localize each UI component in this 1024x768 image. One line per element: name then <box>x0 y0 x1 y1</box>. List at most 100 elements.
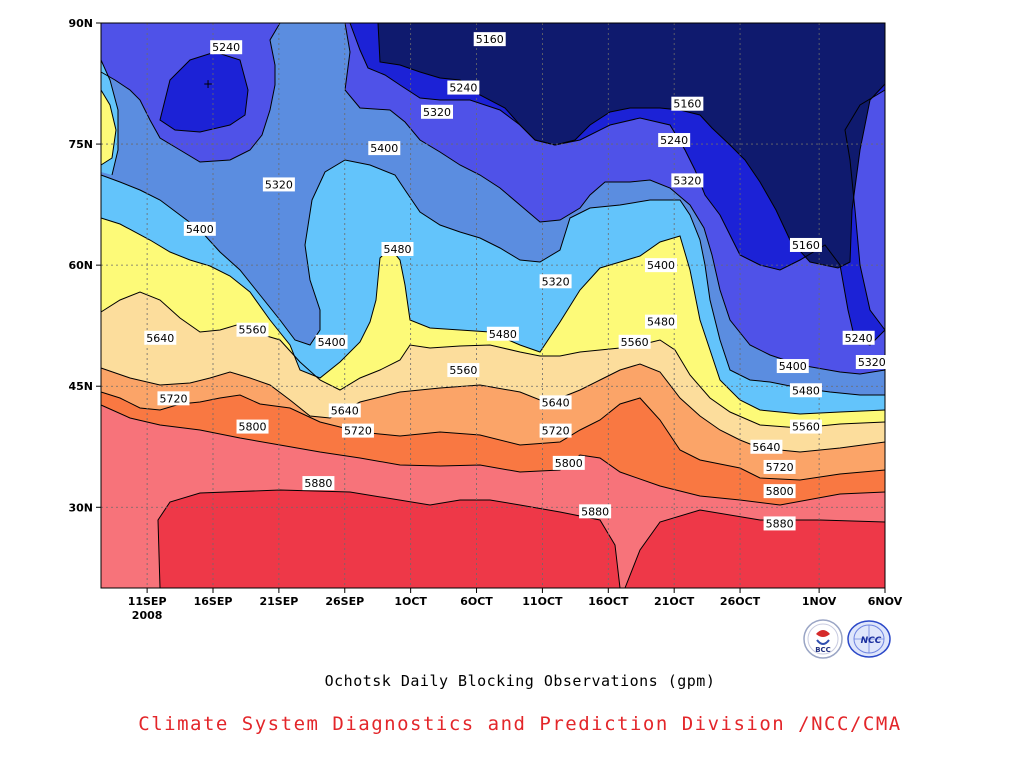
contour-label: 5240 <box>447 80 480 95</box>
band-5160-5240-left <box>160 52 248 132</box>
contour-label: 5720 <box>157 391 190 406</box>
svg-text:5720: 5720 <box>344 425 372 438</box>
contour-label: 5720 <box>539 423 572 438</box>
svg-text:5640: 5640 <box>752 441 780 454</box>
contour-label: 5320 <box>262 177 295 192</box>
x-year-label: 2008 <box>132 609 163 622</box>
svg-text:5560: 5560 <box>792 421 820 434</box>
y-tick-label: 90N <box>68 17 93 30</box>
contour-label: 5320 <box>421 104 453 119</box>
x-axis: 11SEP 16SEP 21SEP 26SEP 1OCT 6OCT 11OCT 16OCT 21… <box>128 588 903 622</box>
svg-text:5400: 5400 <box>647 259 675 272</box>
contour-label: 5560 <box>789 419 822 434</box>
svg-text:5400: 5400 <box>370 142 398 155</box>
x-tick-label: 6OCT <box>460 595 493 608</box>
x-tick-label: 1NOV <box>802 595 837 608</box>
chart-title: Ochotsk Daily Blocking Observations (gpm… <box>324 672 716 690</box>
svg-text:5160: 5160 <box>792 239 820 252</box>
contour-label: 5640 <box>539 395 572 410</box>
svg-text:5320: 5320 <box>542 275 570 288</box>
x-tick-label: 21SEP <box>259 595 298 608</box>
svg-text:5160: 5160 <box>476 33 504 46</box>
contour-label: 5720 <box>341 423 374 438</box>
svg-text:5160: 5160 <box>673 98 701 111</box>
contour-labels: 5240 5160 5240 5160 5320 5240 5400 5320 5320 5400… <box>144 32 888 531</box>
svg-text:5240: 5240 <box>845 332 873 345</box>
contour-label: 5400 <box>368 141 401 156</box>
source-caption: Climate System Diagnostics and Predictio… <box>138 713 902 735</box>
svg-text:5720: 5720 <box>766 461 794 474</box>
y-tick-label: 75N <box>68 138 93 151</box>
max-marker: + <box>203 77 213 91</box>
y-axis: 90N 75N 60N 45N 30N <box>68 17 101 514</box>
contour-label: 5160 <box>473 32 506 47</box>
svg-text:5320: 5320 <box>265 178 293 191</box>
contour-label: 5720 <box>763 459 796 474</box>
contour-label: 5400 <box>776 359 809 374</box>
contour-label: 5400 <box>315 334 348 349</box>
svg-text:5400: 5400 <box>186 223 214 236</box>
contour-label: 5480 <box>789 383 822 398</box>
contour-label: 5480 <box>486 326 519 341</box>
contour-chart: + 90N 75N 60N 45N 30N 11SEP 16SEP 21SEP 26SEP 1O… <box>68 17 903 622</box>
band-above-5880 <box>158 490 620 588</box>
svg-text:5800: 5800 <box>555 457 583 470</box>
svg-text:5400: 5400 <box>318 336 346 349</box>
band-above-5880-b <box>625 510 885 588</box>
svg-text:5800: 5800 <box>239 421 267 434</box>
x-tick-label: 1OCT <box>394 595 427 608</box>
svg-text:5240: 5240 <box>449 82 477 95</box>
contour-label: 5800 <box>763 484 796 499</box>
contour-label: 5640 <box>144 330 177 345</box>
y-tick-label: 60N <box>68 259 93 272</box>
bcc-logo: BCC <box>802 618 844 664</box>
svg-text:5240: 5240 <box>660 134 688 147</box>
y-tick-label: 30N <box>68 501 93 514</box>
contour-label: 5480 <box>645 314 677 329</box>
svg-text:5480: 5480 <box>383 243 411 256</box>
contour-label: 5560 <box>618 334 651 349</box>
svg-text:5560: 5560 <box>621 336 649 349</box>
contour-label: 5640 <box>750 439 783 454</box>
x-tick-label: 11OCT <box>522 595 563 608</box>
contour-lines <box>100 22 886 589</box>
contour-label: 5240 <box>842 330 875 345</box>
svg-text:5640: 5640 <box>542 396 570 409</box>
band-5400-5480-leftedge <box>101 90 116 165</box>
svg-text:NCC: NCC <box>861 636 882 646</box>
svg-text:5640: 5640 <box>331 404 359 417</box>
y-tick-label: 45N <box>68 380 93 393</box>
contour-label: 5240 <box>210 40 243 55</box>
contour-label: 5880 <box>763 516 796 531</box>
svg-text:BCC: BCC <box>815 646 831 654</box>
svg-text:5560: 5560 <box>239 324 267 337</box>
svg-text:5720: 5720 <box>542 425 570 438</box>
svg-text:5640: 5640 <box>146 332 174 345</box>
svg-text:5720: 5720 <box>159 392 187 405</box>
contour-label: 5640 <box>328 403 361 418</box>
contour-fills <box>101 23 885 588</box>
svg-text:5320: 5320 <box>858 356 886 369</box>
svg-text:5400: 5400 <box>779 360 807 373</box>
contour-label: 5400 <box>645 258 677 273</box>
x-tick-label: 26SEP <box>325 595 364 608</box>
contour-label: 5560 <box>236 322 269 337</box>
contour-label: 5880 <box>579 504 612 519</box>
svg-text:5800: 5800 <box>766 485 794 498</box>
x-tick-label: 16SEP <box>194 595 233 608</box>
svg-text:5480: 5480 <box>792 384 820 397</box>
plot-frame <box>100 22 886 589</box>
contour-label: 5480 <box>381 242 414 256</box>
x-tick-label: 16OCT <box>588 595 629 608</box>
band-below-5160 <box>378 23 885 268</box>
contour-label: 5560 <box>447 363 480 378</box>
x-tick-label: 21OCT <box>654 595 695 608</box>
contour-label: 5880 <box>302 476 335 491</box>
grid-lines <box>101 23 885 588</box>
x-tick-label: 11SEP <box>128 595 167 608</box>
svg-text:5880: 5880 <box>766 517 794 530</box>
ncc-logo: NCC <box>845 618 893 664</box>
svg-text:5320: 5320 <box>673 174 701 187</box>
contour-label: 5240 <box>658 133 691 148</box>
svg-text:5560: 5560 <box>449 364 477 377</box>
